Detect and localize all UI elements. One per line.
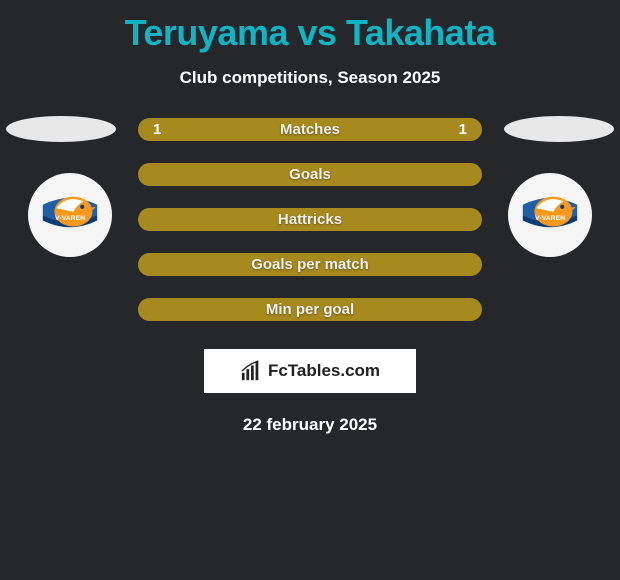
stat-label: Min per goal <box>139 301 481 318</box>
team-logo-left: V·VAREN <box>28 173 112 257</box>
stat-right-value: 1 <box>459 121 467 138</box>
stat-label: Goals per match <box>139 256 481 273</box>
stat-row-hattricks: Hattricks <box>138 208 482 231</box>
vvaren-logo-icon: V·VAREN <box>516 181 584 249</box>
stat-row-goals: Goals <box>138 163 482 186</box>
stat-label: Matches <box>139 121 481 138</box>
stat-row-goals-per-match: Goals per match <box>138 253 482 276</box>
stat-label: Goals <box>139 166 481 183</box>
chart-icon <box>240 360 262 382</box>
stat-row-matches: 1 Matches 1 <box>138 118 482 141</box>
stat-left-value: 1 <box>153 121 161 138</box>
stat-label: Hattricks <box>139 211 481 228</box>
player-ellipse-right <box>504 116 614 142</box>
watermark: FcTables.com <box>204 349 416 393</box>
stats-area: V·VAREN V·VAREN 1 Matches 1 Goals Hattri… <box>0 118 620 435</box>
svg-text:V·VAREN: V·VAREN <box>535 215 565 222</box>
vvaren-logo-icon: V·VAREN <box>36 181 104 249</box>
watermark-text: FcTables.com <box>268 361 380 381</box>
player-ellipse-left <box>6 116 116 142</box>
page-title: Teruyama vs Takahata <box>0 0 620 54</box>
svg-text:V·VAREN: V·VAREN <box>55 215 85 222</box>
stat-rows: 1 Matches 1 Goals Hattricks Goals per ma… <box>138 118 482 321</box>
stat-row-min-per-goal: Min per goal <box>138 298 482 321</box>
page-subtitle: Club competitions, Season 2025 <box>0 68 620 88</box>
date-text: 22 february 2025 <box>0 415 620 435</box>
team-logo-right: V·VAREN <box>508 173 592 257</box>
